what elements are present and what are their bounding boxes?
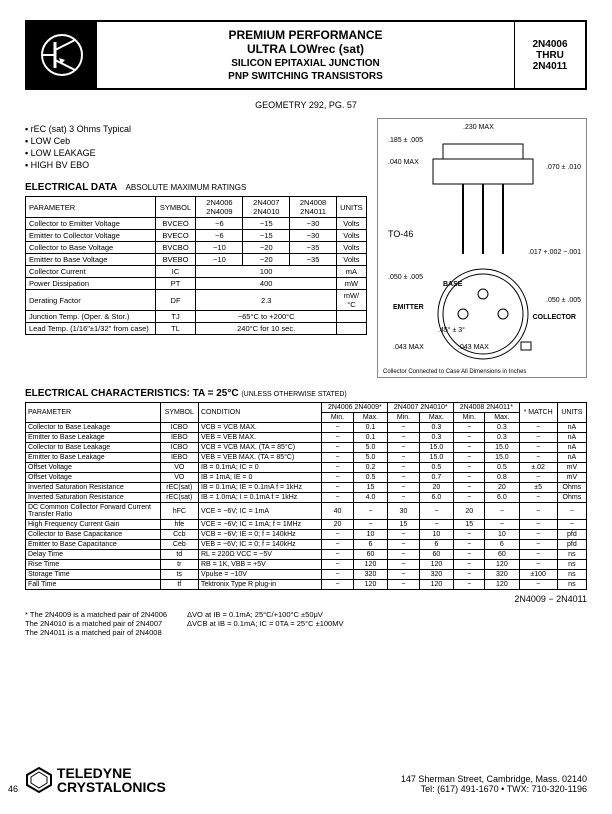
title-line-1: PREMIUM PERFORMANCE	[101, 28, 510, 42]
footer-brand: TELEDYNE CRYSTALONICS	[25, 766, 166, 794]
header-box: PREMIUM PERFORMANCE ULTRA LOWrec (sat) S…	[25, 20, 587, 90]
footer-address: 147 Sherman Street, Cambridge, Mass. 021…	[401, 774, 587, 794]
title-line-3a: SILICON EPITAXIAL JUNCTION	[101, 58, 510, 69]
footnote: ΔVO at IB = 0.1mA; 25°C/+100°C ±50μV	[187, 610, 343, 619]
footer: TELEDYNE CRYSTALONICS 147 Sherman Street…	[25, 766, 587, 794]
part-thru: THRU	[536, 50, 564, 61]
footnote: ΔVCB at IB = 0.1mA; IC = 0TA = 25°C ±100…	[187, 619, 343, 628]
footnote: The 2N4011 is a matched pair of 2N4008	[25, 628, 167, 637]
title-line-3b: PNP SWITCHING TRANSISTORS	[101, 71, 510, 82]
bullet-item: LOW LEAKAGE	[25, 148, 367, 158]
geometry-note: GEOMETRY 292, PG. 57	[25, 100, 587, 110]
max-ratings-table: PARAMETERSYMBOL2N4006 2N40092N4007 2N401…	[25, 196, 367, 335]
footnote-right-title: 2N4009 − 2N4011	[25, 594, 587, 604]
part-to: 2N4011	[533, 61, 567, 72]
bullet-item: HIGH BV EBO	[25, 160, 367, 170]
transistor-symbol-logo	[27, 22, 97, 88]
footnote: * The 2N4009 is a matched pair of 2N4006	[25, 610, 167, 619]
max-ratings-title: ELECTRICAL DATA ABSOLUTE MAXIMUM RATINGS	[25, 182, 367, 193]
footnote: The 2N4010 is a matched pair of 2N4007	[25, 619, 167, 628]
footnotes: * The 2N4009 is a matched pair of 2N4006…	[25, 610, 587, 637]
title-cell: PREMIUM PERFORMANCE ULTRA LOWrec (sat) S…	[97, 22, 515, 88]
bullet-item: LOW Ceb	[25, 136, 367, 146]
package-diagram: .230 MAX .185 ± .005 .040 MAX .070 ± .01…	[377, 118, 587, 378]
title-line-2: ULTRA LOWrec (sat)	[101, 42, 510, 56]
package-code: TO-46	[388, 229, 413, 239]
page-number: 46	[8, 784, 18, 794]
characteristics-table: PARAMETER SYMBOL CONDITION 2N4006 2N4009…	[25, 402, 587, 590]
bullet-item: rEC (sat) 3 Ohms Typical	[25, 124, 367, 134]
part-from: 2N4006	[532, 39, 567, 50]
characteristics-title: ELECTRICAL CHARACTERISTICS: TA = 25°C (U…	[25, 388, 587, 399]
part-number-cell: 2N4006 THRU 2N4011	[515, 22, 585, 88]
feature-bullets: rEC (sat) 3 Ohms Typical LOW Ceb LOW LEA…	[25, 124, 367, 170]
